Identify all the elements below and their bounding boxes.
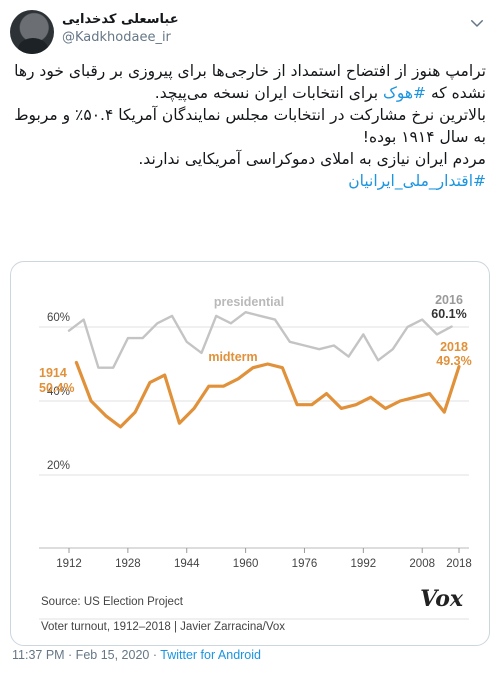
- y-tick-label: 20%: [47, 460, 70, 472]
- series-line-presidential: [67, 311, 453, 369]
- annotation-value-2018: 49.3%: [436, 354, 471, 368]
- chart-caption: Voter turnout, 1912–2018 | Javier Zarrac…: [41, 621, 285, 633]
- hashtag-hook[interactable]: #هوک: [383, 84, 427, 102]
- y-tick-label: 40%: [47, 386, 70, 398]
- tweet-line-1: ترامپ هنوز از افتضاح استمداد از خارجی‌ها…: [14, 62, 486, 102]
- tweet-footer: 11:37 PM · Feb 15, 2020 · Twitter for An…: [12, 648, 261, 662]
- avatar[interactable]: [10, 10, 54, 54]
- annotation-year-1914: 1914: [39, 366, 67, 380]
- tweet-header: عباسعلی کدخدایی @Kadkhodaee_ir: [0, 8, 500, 56]
- chevron-down-icon[interactable]: [468, 14, 486, 32]
- client-link[interactable]: Twitter for Android: [160, 648, 261, 662]
- x-tick-label: 2018: [446, 558, 472, 570]
- x-tick-label: 1976: [292, 558, 318, 570]
- x-tick-label: 1944: [174, 558, 200, 570]
- vox-logo: Vox: [420, 586, 464, 612]
- author-handle[interactable]: @Kadkhodaee_ir: [62, 30, 171, 45]
- x-tick-label: 1992: [351, 558, 377, 570]
- x-tick-label: 1960: [233, 558, 259, 570]
- x-tick-label: 2008: [409, 558, 435, 570]
- chart-source: Source: US Election Project: [41, 596, 184, 608]
- series-label-presidential: presidential: [214, 295, 284, 309]
- author-name[interactable]: عباسعلی کدخدایی: [62, 12, 179, 27]
- y-tick-label: 60%: [47, 312, 70, 324]
- chart-image[interactable]: 60% 40% 20% 1912 1928 1944 1960 1976 1992 2008 201…: [10, 261, 490, 646]
- annotation-value-1914: 50.4%: [39, 381, 74, 395]
- annotation-year-2018: 2018: [440, 340, 468, 354]
- series-line-midterm: [74, 360, 461, 429]
- tweet-text: ترامپ هنوز از افتضاح استمداد از خارجی‌ها…: [10, 60, 486, 192]
- hashtag-national-authority[interactable]: #اقتدار_ملی_ایرانیان: [348, 172, 486, 190]
- turnout-chart: 60% 40% 20% 1912 1928 1944 1960 1976 1992 2008 201…: [39, 293, 472, 633]
- annotation-year-2016: 2016: [435, 293, 463, 307]
- tweet-line-3: مردم ایران نیازی به املای دموکراسی آمریک…: [138, 150, 486, 168]
- tweet-line-2: بالاترین نرخ مشارکت در انتخابات مجلس نما…: [14, 106, 486, 146]
- tweet-line-1-end: برای انتخابات ایران نسخه می‌پیچد.: [154, 84, 379, 102]
- x-tick-label: 1912: [56, 558, 82, 570]
- annotation-value-2016: 60.1%: [431, 307, 466, 321]
- series-label-midterm: midterm: [208, 350, 257, 364]
- x-tick-label: 1928: [115, 558, 141, 570]
- timestamp[interactable]: 11:37 PM · Feb 15, 2020 ·: [12, 648, 161, 662]
